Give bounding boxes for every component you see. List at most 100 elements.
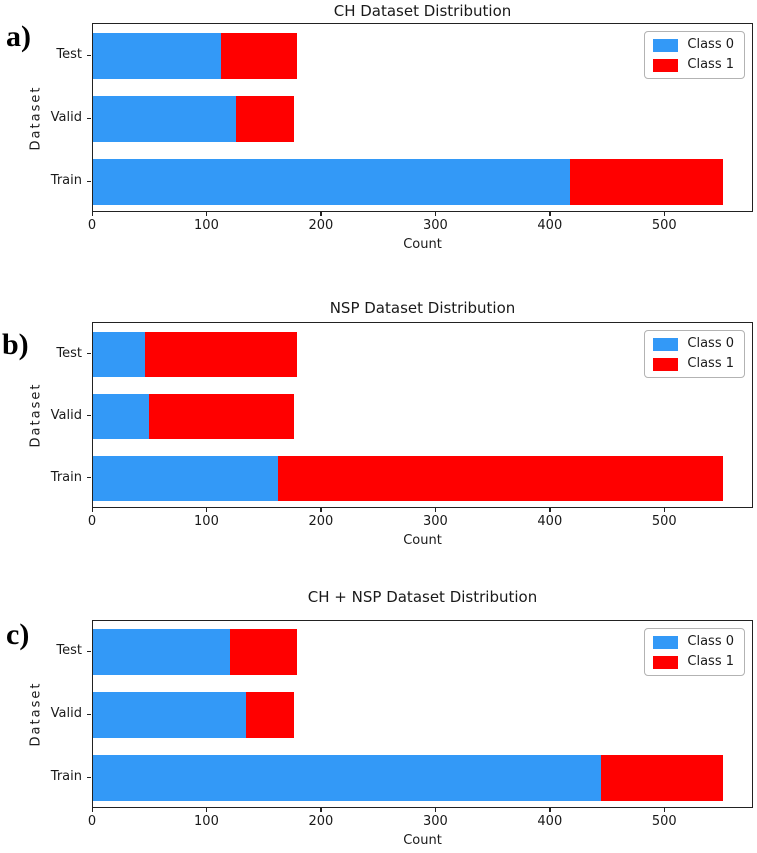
legend-swatch-icon bbox=[653, 655, 679, 669]
x-tick-mark bbox=[205, 508, 208, 512]
legend-label: Class 0 bbox=[687, 336, 734, 351]
y-tick-label: Test bbox=[56, 643, 82, 658]
x-tick-label: 300 bbox=[422, 814, 448, 829]
legend-item-class-1: Class 1 bbox=[653, 58, 734, 72]
legend: Class 0 Class 1 bbox=[644, 628, 745, 676]
bar-segment-class-1 bbox=[221, 33, 297, 79]
chart-title: NSP Dataset Distribution bbox=[329, 299, 516, 317]
x-axis-label: Count bbox=[403, 833, 442, 848]
bar-segment-class-1 bbox=[601, 755, 723, 801]
x-tick-label: 200 bbox=[308, 814, 334, 829]
bar-segment-class-1 bbox=[144, 332, 297, 377]
legend: Class 0 Class 1 bbox=[644, 330, 745, 378]
bar-segment-class-1 bbox=[570, 159, 723, 205]
legend: Class 0 Class 1 bbox=[644, 31, 745, 79]
panel-label: b) bbox=[2, 328, 29, 361]
x-tick-mark bbox=[549, 808, 551, 812]
x-tick-label: 0 bbox=[87, 218, 97, 233]
y-tick-label: Valid bbox=[50, 407, 82, 423]
x-tick-label: 300 bbox=[422, 218, 448, 233]
x-tick-mark bbox=[434, 212, 437, 216]
y-tick-mark bbox=[87, 117, 91, 119]
legend-item-class-1: Class 1 bbox=[653, 357, 734, 371]
x-tick-label: 400 bbox=[537, 514, 563, 529]
legend-item-class-0: Class 0 bbox=[653, 635, 734, 649]
y-tick-mark bbox=[87, 415, 91, 417]
plot-area: Class 0 Class 1 bbox=[92, 620, 753, 808]
legend-label: Class 1 bbox=[687, 356, 734, 371]
chart-title: CH + NSP Dataset Distribution bbox=[307, 588, 538, 606]
y-tick-mark bbox=[87, 776, 91, 778]
bar-segment-class-1 bbox=[149, 394, 295, 439]
legend-item-class-0: Class 0 bbox=[653, 337, 734, 351]
y-tick-label: Valid bbox=[50, 110, 82, 125]
x-tick-mark bbox=[663, 508, 666, 512]
chart-title: CH Dataset Distribution bbox=[333, 2, 512, 20]
bar-segment-class-0 bbox=[93, 33, 222, 79]
x-tick-mark bbox=[91, 508, 93, 512]
bar-row-valid bbox=[93, 394, 752, 439]
legend-label: Class 1 bbox=[687, 654, 734, 669]
bar-segment-class-0 bbox=[93, 755, 602, 801]
x-tick-label: 200 bbox=[308, 514, 334, 529]
y-tick-label: Valid bbox=[50, 706, 82, 721]
x-tick-mark bbox=[663, 212, 666, 216]
bar-segment-class-0 bbox=[93, 456, 279, 501]
x-tick-label: 200 bbox=[308, 218, 334, 233]
x-tick-mark bbox=[663, 808, 666, 812]
y-tick-label: Test bbox=[56, 345, 82, 361]
bar-segment-class-1 bbox=[278, 456, 723, 501]
x-tick-label: 400 bbox=[537, 218, 563, 233]
legend-item-class-1: Class 1 bbox=[653, 655, 734, 669]
x-tick-label: 0 bbox=[87, 514, 97, 529]
legend-label: Class 1 bbox=[687, 57, 734, 72]
bar-segment-class-0 bbox=[93, 692, 247, 738]
plot-area: Class 0 Class 1 bbox=[92, 23, 753, 212]
x-tick-label: 100 bbox=[194, 218, 219, 233]
x-tick-mark bbox=[320, 808, 322, 812]
panel-label: a) bbox=[6, 20, 31, 53]
x-tick-mark bbox=[320, 212, 322, 216]
legend-swatch-icon bbox=[653, 337, 679, 351]
x-tick-mark bbox=[549, 508, 551, 512]
x-axis-label: Count bbox=[403, 533, 442, 548]
y-tick-mark bbox=[87, 54, 91, 56]
y-tick-label: Test bbox=[56, 47, 82, 62]
bar-segment-class-0 bbox=[93, 96, 237, 142]
x-tick-mark bbox=[91, 212, 93, 216]
y-tick-mark bbox=[87, 477, 91, 479]
x-axis-label: Count bbox=[403, 237, 442, 252]
bar-segment-class-0 bbox=[93, 629, 231, 675]
bar-segment-class-0 bbox=[93, 394, 150, 439]
x-tick-mark bbox=[549, 212, 551, 216]
x-tick-label: 400 bbox=[537, 814, 563, 829]
legend-swatch-icon bbox=[653, 635, 679, 649]
y-axis-label: Dataset bbox=[28, 681, 44, 747]
bar-segment-class-0 bbox=[93, 332, 145, 377]
x-tick-label: 100 bbox=[194, 514, 219, 529]
bar-row-valid bbox=[93, 96, 752, 142]
y-axis-label: Dataset bbox=[28, 85, 44, 150]
bar-segment-class-1 bbox=[246, 692, 295, 738]
bar-segment-class-1 bbox=[236, 96, 295, 142]
y-tick-mark bbox=[87, 180, 91, 182]
bar-row-test bbox=[93, 629, 752, 675]
y-tick-label: Train bbox=[50, 769, 82, 784]
y-tick-mark bbox=[87, 353, 91, 355]
bar-row-train bbox=[93, 456, 752, 501]
x-tick-mark bbox=[434, 808, 437, 812]
x-tick-mark bbox=[205, 212, 208, 216]
bar-segment-class-1 bbox=[230, 629, 297, 675]
x-tick-mark bbox=[205, 808, 208, 812]
y-tick-label: Train bbox=[50, 173, 82, 188]
legend-item-class-0: Class 0 bbox=[653, 38, 734, 52]
bar-segment-class-0 bbox=[93, 159, 571, 205]
x-tick-mark bbox=[434, 508, 437, 512]
y-tick-mark bbox=[87, 713, 91, 715]
y-axis-label: Dataset bbox=[28, 382, 44, 448]
y-tick-label: Train bbox=[50, 469, 82, 485]
